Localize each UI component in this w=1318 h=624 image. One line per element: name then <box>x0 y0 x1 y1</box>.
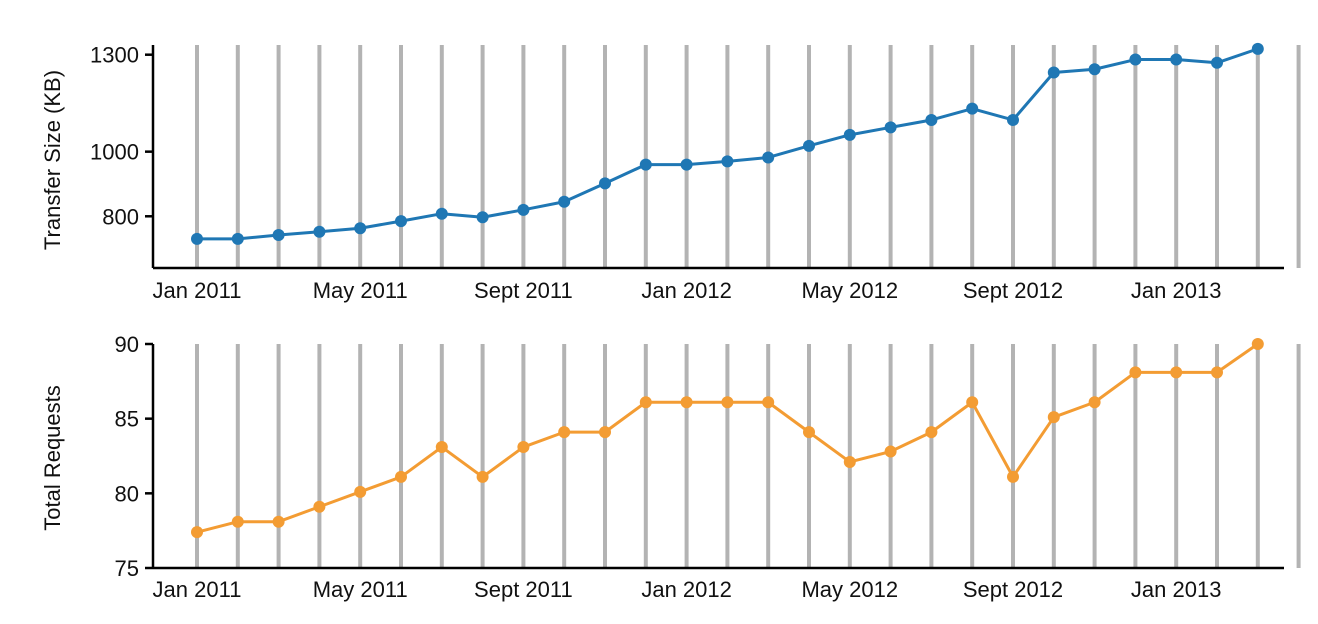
data-point-2012-07 <box>925 426 938 439</box>
data-point-2012-08 <box>966 102 979 115</box>
y-tick-label-85: 85 <box>115 407 139 432</box>
axes <box>145 45 1284 270</box>
data-point-2012-06 <box>884 445 897 458</box>
x-tick-label-may-2012: May 2012 <box>801 278 898 303</box>
y-tick-label-80: 80 <box>115 481 139 506</box>
data-point-2013-02 <box>1211 366 1223 379</box>
data-point-2011-08 <box>476 211 489 224</box>
data-point-2011-04 <box>313 225 326 238</box>
data-point-2013-01 <box>1170 366 1183 379</box>
data-point-2012-08 <box>966 396 979 409</box>
x-tick-label-may-2011: May 2011 <box>313 278 408 303</box>
data-point-2011-12 <box>639 158 652 171</box>
data-point-2011-12 <box>639 396 652 409</box>
x-tick-label-jan-2012: Jan 2012 <box>641 577 732 602</box>
data-point-2011-08 <box>476 470 489 483</box>
data-point-2012-04 <box>803 426 815 439</box>
data-point-2012-12 <box>1129 366 1142 379</box>
transfer-size-chart: Jan 2011 May 2011 Sept 2011 Jan 2012 May 201… <box>40 42 1301 303</box>
y-axis-title: Transfer Size (KB) <box>40 70 65 250</box>
data-point-2011-05 <box>354 222 367 235</box>
data-point-2011-03 <box>272 515 285 528</box>
x-tick-label-may-2011: May 2011 <box>313 577 408 602</box>
data-point-2012-02 <box>721 396 734 409</box>
x-tick-label-sept-2012: Sept 2012 <box>963 278 1063 303</box>
data-point-2011-06 <box>395 215 407 228</box>
data-point-2011-09 <box>517 441 530 454</box>
data-point-2011-01 <box>191 526 203 539</box>
axes <box>145 342 1284 570</box>
x-tick-label-sept-2011: Sept 2011 <box>474 577 573 602</box>
data-point-2011-05 <box>354 485 367 498</box>
y-tick-label-1000: 1000 <box>90 140 139 165</box>
data-point-2012-01 <box>680 158 693 171</box>
data-point-2011-09 <box>517 203 530 216</box>
data-point-2012-09 <box>1007 113 1019 126</box>
data-point-2011-07 <box>435 207 448 220</box>
x-tick-labels: Jan 2011 May 2011 Sept 2011 Jan 2012 May 201… <box>153 577 1222 602</box>
data-point-2011-04 <box>313 500 326 513</box>
y-tick-label-1300: 1300 <box>90 43 139 68</box>
data-point-2012-07 <box>925 113 938 126</box>
data-point-2012-04 <box>803 139 815 152</box>
total-requests-chart: Jan 2011 May 2011 Sept 2011 Jan 2012 May 201… <box>40 332 1301 602</box>
y-axis-title: Total Requests <box>40 385 65 531</box>
data-point-2011-06 <box>395 470 407 483</box>
x-tick-label-sept-2011: Sept 2011 <box>474 278 573 303</box>
x-gridlines <box>195 45 1301 268</box>
y-tick-label-800: 800 <box>102 204 139 229</box>
x-tick-label-jan-2013: Jan 2013 <box>1131 577 1222 602</box>
data-point-2011-11 <box>599 177 611 190</box>
data-point-2012-01 <box>680 396 693 409</box>
x-tick-label-jan-2011: Jan 2011 <box>153 278 242 303</box>
series-points <box>191 338 1264 539</box>
series-points <box>191 42 1264 245</box>
data-point-2011-02 <box>231 232 244 245</box>
data-point-2012-05 <box>843 455 856 468</box>
y-tick-labels: 800 1000 1300 <box>90 43 139 230</box>
x-tick-label-jan-2013: Jan 2013 <box>1131 278 1222 303</box>
data-point-2012-10 <box>1047 66 1060 79</box>
data-point-2011-03 <box>272 229 285 242</box>
data-point-2012-12 <box>1129 53 1142 66</box>
data-point-2012-03 <box>762 396 775 409</box>
data-point-2012-06 <box>884 121 897 134</box>
data-point-2011-01 <box>191 232 203 245</box>
x-tick-label-sept-2012: Sept 2012 <box>963 577 1063 602</box>
data-point-2012-11 <box>1088 63 1101 76</box>
data-point-2012-05 <box>843 128 856 141</box>
data-point-2011-10 <box>558 195 571 208</box>
data-point-2011-10 <box>558 426 571 439</box>
data-point-2011-07 <box>435 441 448 454</box>
x-tick-labels: Jan 2011 May 2011 Sept 2011 Jan 2012 May 201… <box>153 278 1222 303</box>
x-gridlines <box>195 344 1301 568</box>
data-point-2011-02 <box>231 515 244 528</box>
data-point-2012-10 <box>1047 411 1060 424</box>
x-tick-label-jan-2011: Jan 2011 <box>153 577 242 602</box>
y-tick-label-90: 90 <box>115 332 139 357</box>
y-tick-label-75: 75 <box>115 556 139 581</box>
data-point-2011-11 <box>599 426 611 439</box>
data-point-2013-02 <box>1211 56 1223 69</box>
x-tick-label-jan-2012: Jan 2012 <box>641 278 732 303</box>
data-point-2012-03 <box>762 151 775 164</box>
data-point-2013-03 <box>1251 42 1264 55</box>
y-tick-labels: 75 80 85 90 <box>115 332 139 581</box>
x-tick-label-may-2012: May 2012 <box>801 577 898 602</box>
data-point-2012-11 <box>1088 396 1101 409</box>
data-point-2012-09 <box>1007 470 1019 483</box>
data-point-2013-03 <box>1251 338 1264 350</box>
data-point-2012-02 <box>721 155 734 168</box>
data-point-2013-01 <box>1170 53 1183 66</box>
